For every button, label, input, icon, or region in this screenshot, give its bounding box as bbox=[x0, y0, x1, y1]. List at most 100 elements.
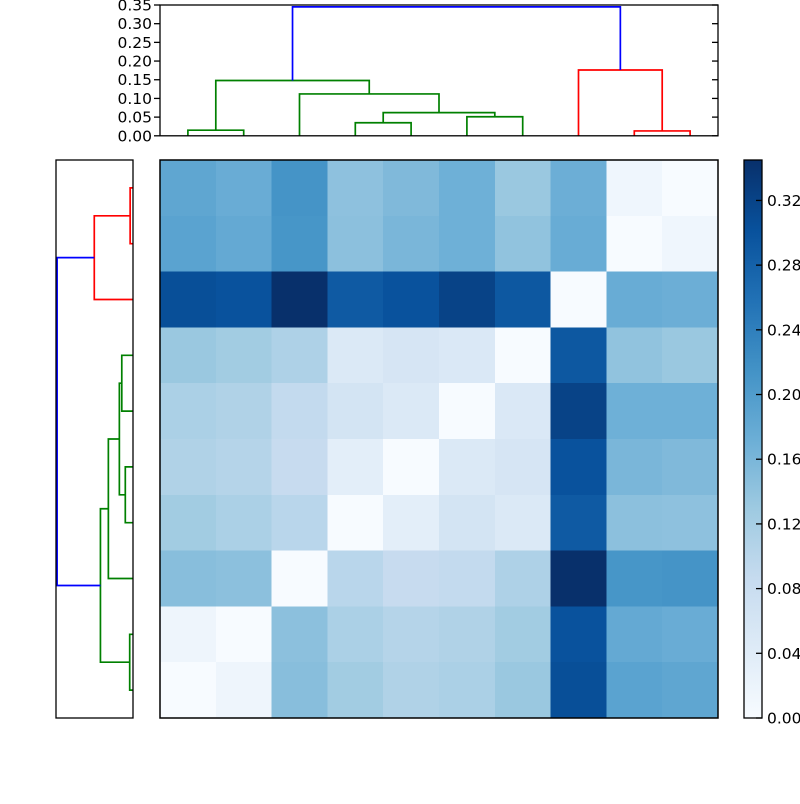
heatmap-cell bbox=[271, 662, 328, 719]
colorbar-tick-label: 0.16 bbox=[767, 451, 800, 469]
heatmap-cell bbox=[271, 550, 328, 607]
top-axis-tick-label: 0.30 bbox=[117, 15, 152, 33]
heatmap-cell bbox=[550, 271, 607, 328]
heatmap-cell bbox=[550, 550, 607, 607]
top-axis-tick-label: 0.00 bbox=[117, 127, 152, 145]
heatmap-cell bbox=[215, 550, 273, 607]
top-dendrogram-link bbox=[577, 69, 664, 136]
heatmap-cell bbox=[383, 327, 440, 384]
heatmap-cell bbox=[662, 215, 719, 273]
left-dendrogram-link bbox=[107, 438, 133, 580]
heatmap-cell bbox=[662, 494, 719, 552]
heatmap-cell bbox=[662, 606, 719, 663]
heatmap-cell bbox=[606, 550, 663, 607]
heatmap-cell bbox=[494, 439, 552, 496]
top-dendrogram-link bbox=[382, 111, 496, 123]
colorbar-tick-label: 0.28 bbox=[767, 257, 800, 275]
heatmap-cell bbox=[215, 160, 273, 217]
heatmap-cell bbox=[215, 215, 273, 273]
top-dendrogram-link bbox=[298, 93, 440, 136]
heatmap-cell bbox=[271, 494, 328, 552]
left-dendrogram-axes-box bbox=[55, 159, 134, 719]
heatmap-cell bbox=[383, 215, 440, 273]
top-axis-tick-label: 0.10 bbox=[117, 90, 152, 108]
top-dendrogram-link bbox=[633, 130, 691, 136]
heatmap-cell bbox=[327, 662, 384, 719]
heatmap-cell bbox=[160, 383, 217, 440]
heatmap-cell bbox=[494, 383, 552, 440]
heatmap-cell bbox=[662, 383, 719, 440]
heatmap-cell bbox=[327, 383, 384, 440]
colorbar-tick-label: 0.12 bbox=[767, 515, 800, 533]
heatmap-cell bbox=[439, 606, 496, 663]
top-axis-tick-label: 0.25 bbox=[117, 34, 152, 52]
heatmap-cell bbox=[662, 327, 719, 384]
heatmap-cell bbox=[271, 606, 328, 663]
top-dendrogram: 0.000.050.100.150.200.250.300.35 bbox=[117, 0, 719, 145]
heatmap-cell bbox=[271, 271, 328, 328]
heatmap-cell bbox=[383, 439, 440, 496]
left-dendrogram-link bbox=[124, 466, 133, 524]
heatmap-cell bbox=[550, 662, 607, 719]
colorbar-tick-label: 0.04 bbox=[767, 645, 800, 663]
heatmap-cell bbox=[494, 494, 552, 552]
colorbar-tick-label: 0.24 bbox=[767, 321, 800, 339]
heatmap-cell bbox=[606, 494, 663, 552]
top-dendrogram-link bbox=[214, 79, 371, 131]
heatmap-cell bbox=[662, 439, 719, 496]
heatmap-cell bbox=[439, 550, 496, 607]
left-dendrogram-link bbox=[93, 214, 133, 301]
heatmap-cell bbox=[271, 215, 328, 273]
heatmap-cell bbox=[439, 215, 496, 273]
heatmap-cell bbox=[383, 383, 440, 440]
colorbar-gradient bbox=[744, 160, 762, 718]
heatmap-cell bbox=[494, 160, 552, 217]
left-dendrogram-link bbox=[56, 256, 101, 587]
heatmap-cell bbox=[327, 215, 384, 273]
heatmap-cell bbox=[606, 160, 663, 217]
heatmap-cell bbox=[215, 383, 273, 440]
heatmap-cell bbox=[327, 271, 384, 328]
heatmap-cell bbox=[494, 550, 552, 607]
heatmap-cell bbox=[494, 271, 552, 328]
left-dendrogram-link bbox=[120, 354, 133, 412]
colorbar-border bbox=[743, 159, 763, 719]
heatmap-cell bbox=[215, 494, 273, 552]
heatmap-cell bbox=[160, 606, 217, 663]
heatmap-cell bbox=[215, 271, 273, 328]
heatmap-cell bbox=[160, 662, 217, 719]
heatmap-cell bbox=[215, 327, 273, 384]
heatmap-cell bbox=[550, 606, 607, 663]
heatmap-cell bbox=[550, 439, 607, 496]
colorbar-tick-label: 0.20 bbox=[767, 386, 800, 404]
heatmap-cell bbox=[439, 271, 496, 328]
heatmap-cell bbox=[383, 606, 440, 663]
heatmap-cell bbox=[494, 215, 552, 273]
heatmap-cell bbox=[383, 662, 440, 719]
heatmap-cell bbox=[550, 327, 607, 384]
heatmap-cell bbox=[215, 662, 273, 719]
heatmap-cell bbox=[606, 327, 663, 384]
heatmap-cell bbox=[327, 606, 384, 663]
heatmap-cell bbox=[550, 215, 607, 273]
heatmap-cell bbox=[662, 550, 719, 607]
heatmap-cell bbox=[327, 494, 384, 552]
heatmap-cell bbox=[550, 383, 607, 440]
heatmap-cell bbox=[606, 606, 663, 663]
heatmap-cell bbox=[494, 327, 552, 384]
heatmap-cell bbox=[327, 327, 384, 384]
heatmap-cell bbox=[662, 662, 719, 719]
heatmap-cell bbox=[327, 160, 384, 217]
colorbar-tick-label: 0.00 bbox=[767, 710, 800, 728]
heatmap-cell bbox=[439, 439, 496, 496]
heatmap-cell bbox=[160, 327, 217, 384]
heatmap-cell bbox=[215, 439, 273, 496]
heatmap-cell bbox=[215, 606, 273, 663]
heatmap-cell bbox=[271, 327, 328, 384]
heatmap-cell bbox=[439, 494, 496, 552]
top-axis-tick-label: 0.20 bbox=[117, 53, 152, 71]
heatmap-cell bbox=[327, 550, 384, 607]
heatmap-cell bbox=[271, 160, 328, 217]
colorbar-tick-label: 0.08 bbox=[767, 580, 800, 598]
